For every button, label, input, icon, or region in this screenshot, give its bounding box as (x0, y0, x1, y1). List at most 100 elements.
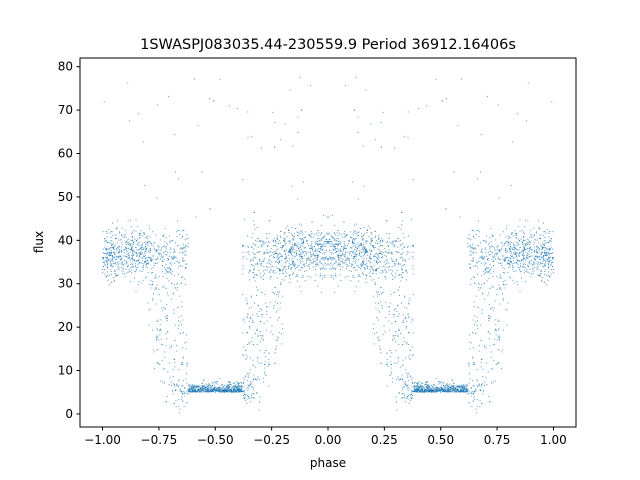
data-point (524, 248, 526, 250)
data-point (462, 388, 464, 390)
data-point (322, 236, 324, 238)
data-point (382, 271, 384, 273)
data-point (412, 265, 414, 267)
data-point (468, 263, 470, 265)
data-point (193, 387, 195, 389)
data-point (316, 232, 318, 234)
data-point (333, 257, 335, 259)
data-point (109, 232, 111, 234)
data-point (346, 259, 348, 261)
data-point (435, 388, 437, 390)
data-point (266, 233, 268, 235)
data-point (284, 265, 286, 267)
data-point (199, 390, 201, 392)
data-point (274, 286, 276, 288)
data-point (283, 245, 285, 247)
data-point (241, 390, 243, 392)
data-point (292, 265, 294, 266)
data-point (284, 241, 286, 243)
data-point (378, 277, 380, 279)
data-point (469, 254, 471, 256)
data-point (267, 306, 269, 308)
data-point (374, 246, 376, 248)
data-point (381, 240, 383, 242)
data-point (404, 394, 406, 396)
data-point (311, 249, 313, 251)
data-point (195, 385, 197, 387)
data-point (474, 237, 476, 239)
data-point (524, 259, 526, 261)
data-point (256, 251, 258, 253)
data-point (144, 251, 146, 253)
data-point (138, 280, 140, 282)
data-point (525, 244, 527, 246)
data-point (185, 254, 187, 256)
data-point (465, 388, 467, 390)
data-point (411, 397, 413, 399)
data-point (550, 246, 552, 248)
data-point (162, 276, 164, 278)
data-point (387, 306, 389, 308)
data-point (302, 234, 304, 236)
data-point (115, 275, 117, 277)
data-point (116, 248, 118, 250)
data-point (403, 340, 405, 342)
data-point (484, 270, 486, 272)
data-point (334, 238, 336, 240)
data-point (385, 271, 387, 273)
data-point (182, 393, 184, 395)
data-point (512, 263, 514, 265)
data-point (379, 339, 381, 341)
data-point (165, 317, 167, 319)
data-point (505, 242, 507, 244)
data-point (319, 243, 321, 245)
data-point (549, 250, 551, 252)
data-point (353, 109, 355, 111)
data-point (180, 237, 182, 239)
data-point (215, 389, 217, 391)
data-point (329, 238, 331, 240)
data-point (107, 259, 109, 261)
data-point (279, 256, 281, 258)
data-point (532, 236, 534, 238)
data-point (370, 265, 372, 267)
data-point (185, 348, 187, 350)
data-point (349, 252, 351, 254)
data-point (476, 267, 478, 269)
data-point (137, 283, 139, 285)
data-point (339, 257, 341, 259)
data-point (487, 331, 489, 333)
data-point (174, 340, 176, 342)
data-point (227, 385, 229, 387)
data-point (412, 394, 414, 396)
data-point (350, 237, 352, 239)
data-point (445, 388, 447, 390)
data-point (313, 236, 315, 238)
data-point (196, 391, 198, 393)
data-point (439, 389, 441, 391)
data-point (523, 266, 525, 268)
data-point (305, 247, 307, 249)
data-point (259, 260, 261, 262)
data-point (269, 251, 271, 253)
data-point (269, 276, 271, 278)
data-point (323, 241, 325, 243)
data-point (112, 265, 114, 267)
data-point (281, 248, 283, 250)
data-point (535, 246, 537, 248)
data-point (369, 275, 371, 277)
data-point (105, 250, 107, 252)
data-point (488, 317, 490, 319)
data-point (322, 252, 324, 254)
data-point (516, 244, 518, 246)
data-point (355, 253, 357, 255)
data-point (362, 145, 364, 147)
data-point (241, 382, 243, 384)
data-point (273, 292, 275, 294)
data-point (247, 344, 249, 345)
data-point (448, 390, 450, 392)
data-point (524, 244, 526, 246)
data-point (175, 400, 177, 402)
data-point (288, 232, 290, 234)
data-point (548, 267, 550, 269)
